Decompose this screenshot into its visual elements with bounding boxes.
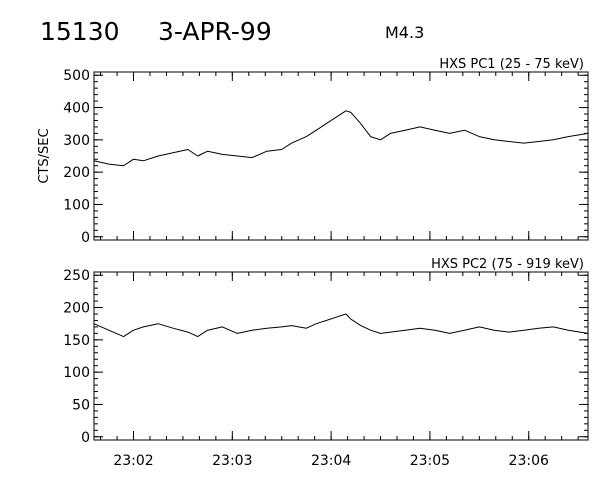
flare-class: M4.3 — [385, 23, 424, 42]
y-tick-label: 200 — [63, 165, 90, 181]
event-id: 15130 — [40, 17, 120, 46]
y-tick-label: 300 — [63, 133, 90, 149]
x-tick-label: 23:06 — [509, 453, 549, 469]
chart-panel-1: 0 100 200 300 400 500 HXS PC1 (25 - 75 keV) CTS… — [37, 57, 589, 246]
series-line — [93, 110, 589, 167]
plot-frame — [93, 271, 589, 441]
panel-title: HXS PC1 (25 - 75 keV) — [439, 57, 584, 72]
x-tick-label: 23:03 — [212, 453, 252, 469]
x-tick-label: 23:04 — [311, 453, 351, 469]
y-tick-label: 400 — [63, 101, 90, 117]
y-tick-label: 100 — [63, 365, 90, 381]
y-tick-label: 50 — [72, 397, 90, 413]
panel-title: HXS PC2 (75 - 919 keV) — [431, 257, 584, 272]
plot-frame — [93, 71, 589, 241]
x-tick-label: 23:02 — [113, 453, 153, 469]
y-tick-label: 150 — [63, 333, 90, 349]
chart-panel-2: 23:02 23:03 23:04 23:05 23:06 0 50 100 150 200 250… — [63, 257, 589, 469]
series-line — [93, 313, 589, 338]
y-axis-label: CTS/SEC — [37, 128, 52, 183]
y-tick-label: 200 — [63, 301, 90, 317]
y-tick-label: 250 — [63, 268, 90, 284]
y-tick-label: 500 — [63, 68, 90, 84]
x-tick-label: 23:05 — [410, 453, 450, 469]
event-date: 3-APR-99 — [158, 17, 272, 46]
y-tick-label: 0 — [81, 230, 90, 246]
y-tick-label: 0 — [81, 430, 90, 446]
y-tick-label: 100 — [63, 197, 90, 213]
